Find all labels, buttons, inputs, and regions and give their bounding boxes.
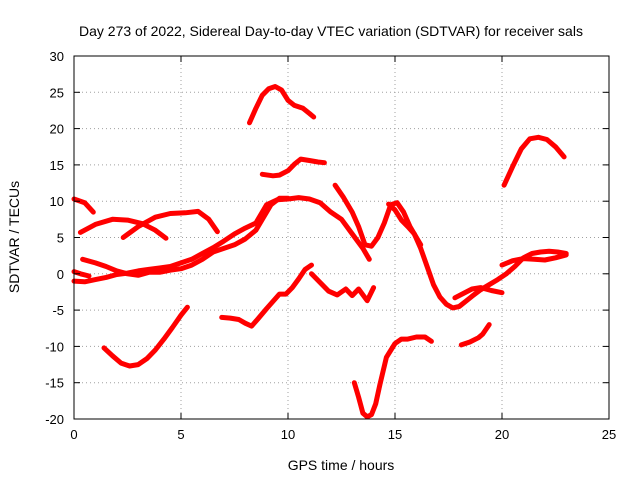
y-tick-label: -10	[45, 339, 64, 354]
y-tick-label: -15	[45, 376, 64, 391]
y-tick-label: -5	[52, 303, 64, 318]
series-line-s7	[101, 304, 190, 369]
x-tick-label: 25	[602, 427, 616, 442]
y-tick-label: 20	[50, 122, 64, 137]
series-line-s3	[120, 208, 220, 240]
y-tick-label: 25	[50, 85, 64, 100]
x-tick-label: 5	[177, 427, 184, 442]
y-tick-label: 5	[57, 231, 64, 246]
y-tick-label: 15	[50, 158, 64, 173]
x-axis-label: GPS time / hours	[288, 457, 395, 473]
x-tick-label: 10	[281, 427, 295, 442]
series-line-s10	[247, 84, 317, 126]
x-tick-label: 15	[388, 427, 402, 442]
series-line-s13	[386, 201, 569, 311]
series-line-s9	[309, 271, 377, 304]
y-tick-label: 30	[50, 49, 64, 64]
series-line-s11	[259, 156, 327, 179]
series-line-s6	[80, 195, 291, 278]
grid	[74, 56, 609, 419]
x-tick-label: 0	[70, 427, 77, 442]
series-line-s15	[499, 252, 569, 268]
y-tick-label: 0	[57, 267, 64, 282]
series-line-s2	[77, 216, 169, 241]
series-line-s5	[71, 269, 92, 279]
series-line-s17	[458, 322, 492, 348]
series-line-s16	[351, 334, 434, 420]
y-tick-label: -20	[45, 412, 64, 427]
series-line-s14	[452, 285, 505, 301]
series-line-s12	[332, 182, 424, 249]
x-tick-label: 20	[495, 427, 509, 442]
y-axis-label: SDTVAR / TECUs	[6, 181, 22, 293]
chart-title: Day 273 of 2022, Sidereal Day-to-day VTE…	[79, 23, 583, 39]
axes: 0 5 10 15 20 25 -20 -15 -10 -5 0 5 10 15 20 25 30	[45, 49, 616, 442]
series-line-s8	[219, 262, 314, 329]
series-line-s1	[71, 196, 96, 215]
series-group	[71, 84, 569, 420]
y-tick-label: 10	[50, 194, 64, 209]
series-line-s18	[501, 134, 567, 188]
